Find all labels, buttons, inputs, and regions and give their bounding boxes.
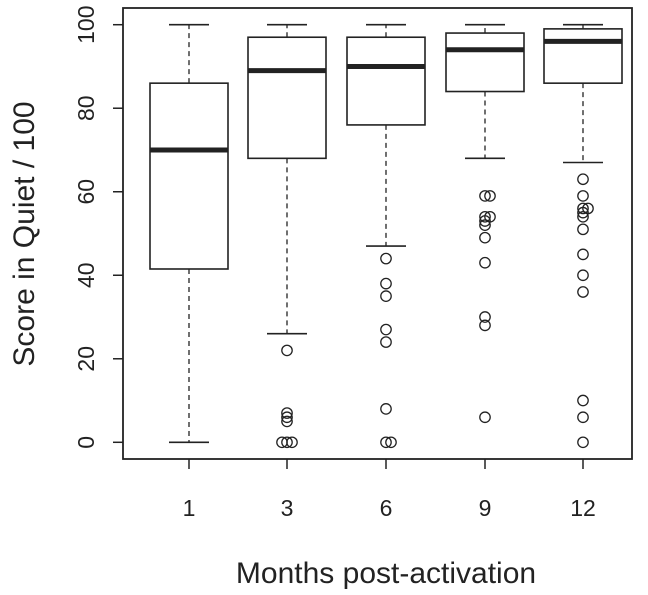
boxes-layer bbox=[149, 23, 623, 449]
outlier-point bbox=[479, 219, 491, 231]
outlier-point bbox=[380, 252, 392, 265]
outlier-point bbox=[479, 256, 491, 269]
outlier-point bbox=[380, 323, 392, 336]
box-group-12 bbox=[543, 23, 623, 449]
outlier-point bbox=[577, 394, 589, 407]
y-tick-label: 60 bbox=[73, 179, 99, 205]
outlier-point bbox=[380, 403, 392, 415]
outlier-point bbox=[479, 215, 491, 227]
y-tick-label: 80 bbox=[73, 95, 99, 121]
outlier-point bbox=[484, 190, 496, 202]
outlier-point bbox=[281, 407, 293, 419]
box-iqr bbox=[346, 36, 426, 126]
outlier-point bbox=[281, 344, 293, 357]
outlier-point bbox=[281, 411, 293, 424]
box-group-3 bbox=[247, 23, 327, 449]
x-tick-label: 3 bbox=[281, 495, 294, 521]
outlier-point bbox=[281, 415, 293, 428]
outlier-point bbox=[577, 411, 589, 424]
box-iqr bbox=[543, 28, 623, 84]
outlier-point bbox=[380, 290, 392, 302]
outlier-point bbox=[577, 436, 589, 449]
y-tick-label: 40 bbox=[73, 262, 99, 288]
outlier-point bbox=[479, 319, 491, 332]
outlier-point bbox=[380, 436, 392, 449]
outlier-point bbox=[577, 248, 589, 261]
box-iqr bbox=[149, 82, 229, 270]
y-axis-title: Score in Quiet / 100 bbox=[8, 101, 41, 366]
outlier-point bbox=[479, 231, 491, 244]
outlier-point bbox=[577, 286, 589, 298]
outlier-point bbox=[577, 223, 589, 236]
outlier-point bbox=[380, 336, 392, 348]
outlier-point bbox=[479, 411, 491, 424]
outlier-point bbox=[577, 173, 589, 186]
outlier-point bbox=[385, 436, 397, 449]
outlier-point bbox=[281, 436, 293, 449]
outlier-point bbox=[577, 206, 589, 219]
outlier-point bbox=[577, 210, 589, 223]
axes-layer: 0 20 40 60 80 100 1 3 6 9 12 bbox=[73, 6, 633, 521]
box-group-6 bbox=[346, 23, 426, 449]
box-iqr bbox=[247, 36, 327, 160]
outlier-point bbox=[479, 190, 491, 202]
x-tick-label: 12 bbox=[570, 495, 596, 521]
box-group-1 bbox=[149, 23, 229, 444]
x-axis-title: Months post-activation bbox=[236, 557, 536, 590]
box-iqr bbox=[445, 32, 525, 93]
x-tick-label: 1 bbox=[183, 495, 196, 521]
outlier-point bbox=[380, 277, 392, 290]
y-tick-label: 100 bbox=[73, 6, 99, 44]
outlier-point bbox=[479, 311, 491, 323]
outlier-point bbox=[577, 269, 589, 282]
outlier-point bbox=[276, 436, 288, 449]
y-tick-label: 0 bbox=[73, 436, 99, 449]
outlier-point bbox=[479, 210, 491, 223]
x-tick-label: 6 bbox=[380, 495, 393, 521]
y-tick-label: 20 bbox=[73, 346, 99, 372]
box-group-9 bbox=[445, 23, 525, 424]
x-tick-label: 9 bbox=[479, 495, 492, 521]
outlier-point bbox=[577, 190, 589, 202]
outlier-point bbox=[577, 202, 589, 215]
plot-frame bbox=[122, 7, 633, 460]
